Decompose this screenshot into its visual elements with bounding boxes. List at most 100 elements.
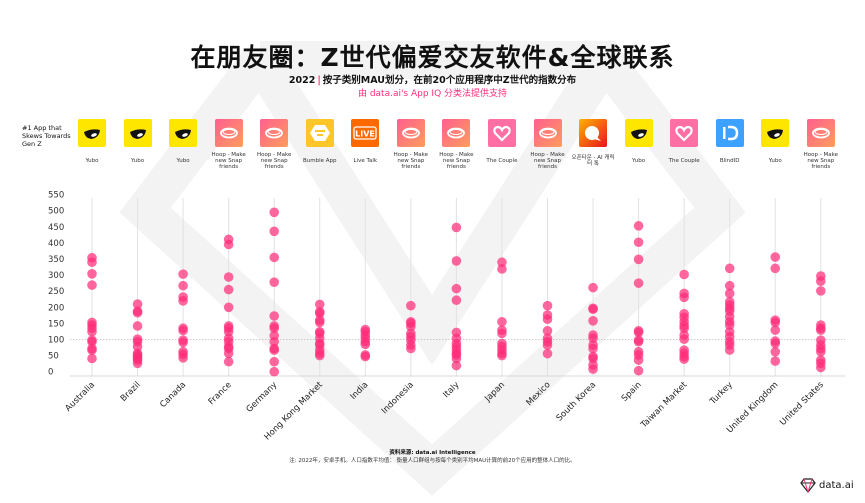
app-card: Yubo xyxy=(70,119,114,170)
x-tick-label: Canada xyxy=(158,380,188,410)
data-point xyxy=(178,296,188,306)
y-tick-label: 300 xyxy=(48,271,64,281)
data-point xyxy=(770,263,781,274)
x-tick-label: France xyxy=(207,380,234,407)
y-tick-label: 550 xyxy=(48,191,64,201)
x-tick-label: Japan xyxy=(483,380,508,405)
data-point xyxy=(223,272,234,282)
app-card: The Couple xyxy=(662,119,706,170)
data-point xyxy=(87,269,97,279)
data-point xyxy=(223,348,234,359)
data-point xyxy=(633,254,644,265)
data-point xyxy=(132,321,143,331)
x-tick-label: Turkey xyxy=(707,380,734,407)
data-point xyxy=(724,280,735,291)
app-name: Yubo xyxy=(176,158,190,164)
data-point xyxy=(178,337,188,348)
data-point xyxy=(269,336,280,347)
divider: | xyxy=(317,75,321,86)
data-point xyxy=(178,269,188,279)
x-tick-label: Brazil xyxy=(119,380,143,404)
data-point xyxy=(132,341,143,352)
data-point xyxy=(497,257,507,268)
data-point xyxy=(314,350,325,361)
y-tick-label: 200 xyxy=(48,303,64,313)
x-tick-label: Australia xyxy=(63,380,97,414)
data-point xyxy=(87,326,97,337)
yubo-icon xyxy=(123,119,152,147)
app-name: Hoop - Make new Snap friends xyxy=(803,152,838,170)
data-point xyxy=(770,338,781,349)
yubo-icon xyxy=(761,119,790,147)
y-tick-label: 350 xyxy=(48,255,64,265)
app-card: Bumble App xyxy=(298,119,342,170)
data-point xyxy=(314,317,325,328)
y-tick-label: 500 xyxy=(48,207,64,217)
app-card: Hoop - Make new Snap friends xyxy=(389,119,433,170)
app-name: The Couple xyxy=(486,158,518,164)
data-point xyxy=(497,264,507,274)
data-point xyxy=(132,307,143,318)
data-point xyxy=(816,346,826,357)
app-name: Yubo xyxy=(768,158,782,164)
hoop-icon xyxy=(442,119,471,147)
data-point xyxy=(588,364,598,374)
data-point xyxy=(223,356,234,367)
page-title: 在朋友圈：Z世代偏爱交友软件&全球联系 xyxy=(190,43,675,72)
y-tick-label: 250 xyxy=(48,287,64,297)
data-point xyxy=(679,354,689,364)
data-point xyxy=(633,365,644,376)
data-point xyxy=(360,351,371,362)
data-point xyxy=(588,282,598,293)
heart-icon xyxy=(487,119,516,147)
app-card: Hoop - Make new Snap friends xyxy=(434,119,478,170)
app-name: Yubo xyxy=(131,158,145,164)
y-tick-label: 400 xyxy=(48,239,64,249)
x-tick-label: United States xyxy=(778,380,826,428)
data-point xyxy=(87,336,97,347)
app-card: Yubo xyxy=(753,119,797,170)
x-tick-label: Mexico xyxy=(525,380,553,408)
data-point xyxy=(269,252,280,263)
data-point xyxy=(87,280,97,290)
data-point xyxy=(633,278,644,288)
data-point xyxy=(132,358,143,369)
data-point xyxy=(178,280,188,291)
data-point xyxy=(816,325,826,335)
data-point xyxy=(542,326,553,336)
source-text: 资料来源: data.ai Intelligence xyxy=(389,450,476,456)
data-point xyxy=(406,343,416,354)
data-point xyxy=(451,360,462,371)
data-point xyxy=(451,283,462,294)
data-point xyxy=(497,316,507,327)
data-point xyxy=(633,355,644,365)
data-point xyxy=(132,299,143,309)
data-point xyxy=(314,308,325,319)
data-point xyxy=(223,302,234,313)
data-point xyxy=(724,345,735,355)
data-point xyxy=(588,333,598,344)
data-point xyxy=(816,276,826,287)
data-point xyxy=(269,277,280,287)
data-point xyxy=(770,252,781,262)
data-point xyxy=(679,269,689,280)
app-name: Live Talk xyxy=(353,158,378,164)
data-point xyxy=(406,300,416,311)
app-card: Hoop - Make new Snap friends xyxy=(526,119,570,170)
diamond-logo-icon xyxy=(800,478,816,493)
data-point xyxy=(724,320,735,330)
data-point xyxy=(816,286,826,296)
data-point xyxy=(588,304,598,315)
data-point xyxy=(679,334,689,344)
app-card: Yubo xyxy=(116,119,160,170)
app-card: Hoop - Make new Snap friends xyxy=(252,119,296,170)
app-name: Hoop - Make new Snap friends xyxy=(211,152,246,170)
data-point xyxy=(269,366,280,377)
data-point xyxy=(724,263,735,274)
yubo-icon xyxy=(78,119,106,147)
data-point xyxy=(633,237,644,248)
data-point xyxy=(269,207,280,218)
app-name: 오픈타운 - AI 캐릭터 톡 xyxy=(571,155,615,167)
data-point xyxy=(178,353,188,363)
